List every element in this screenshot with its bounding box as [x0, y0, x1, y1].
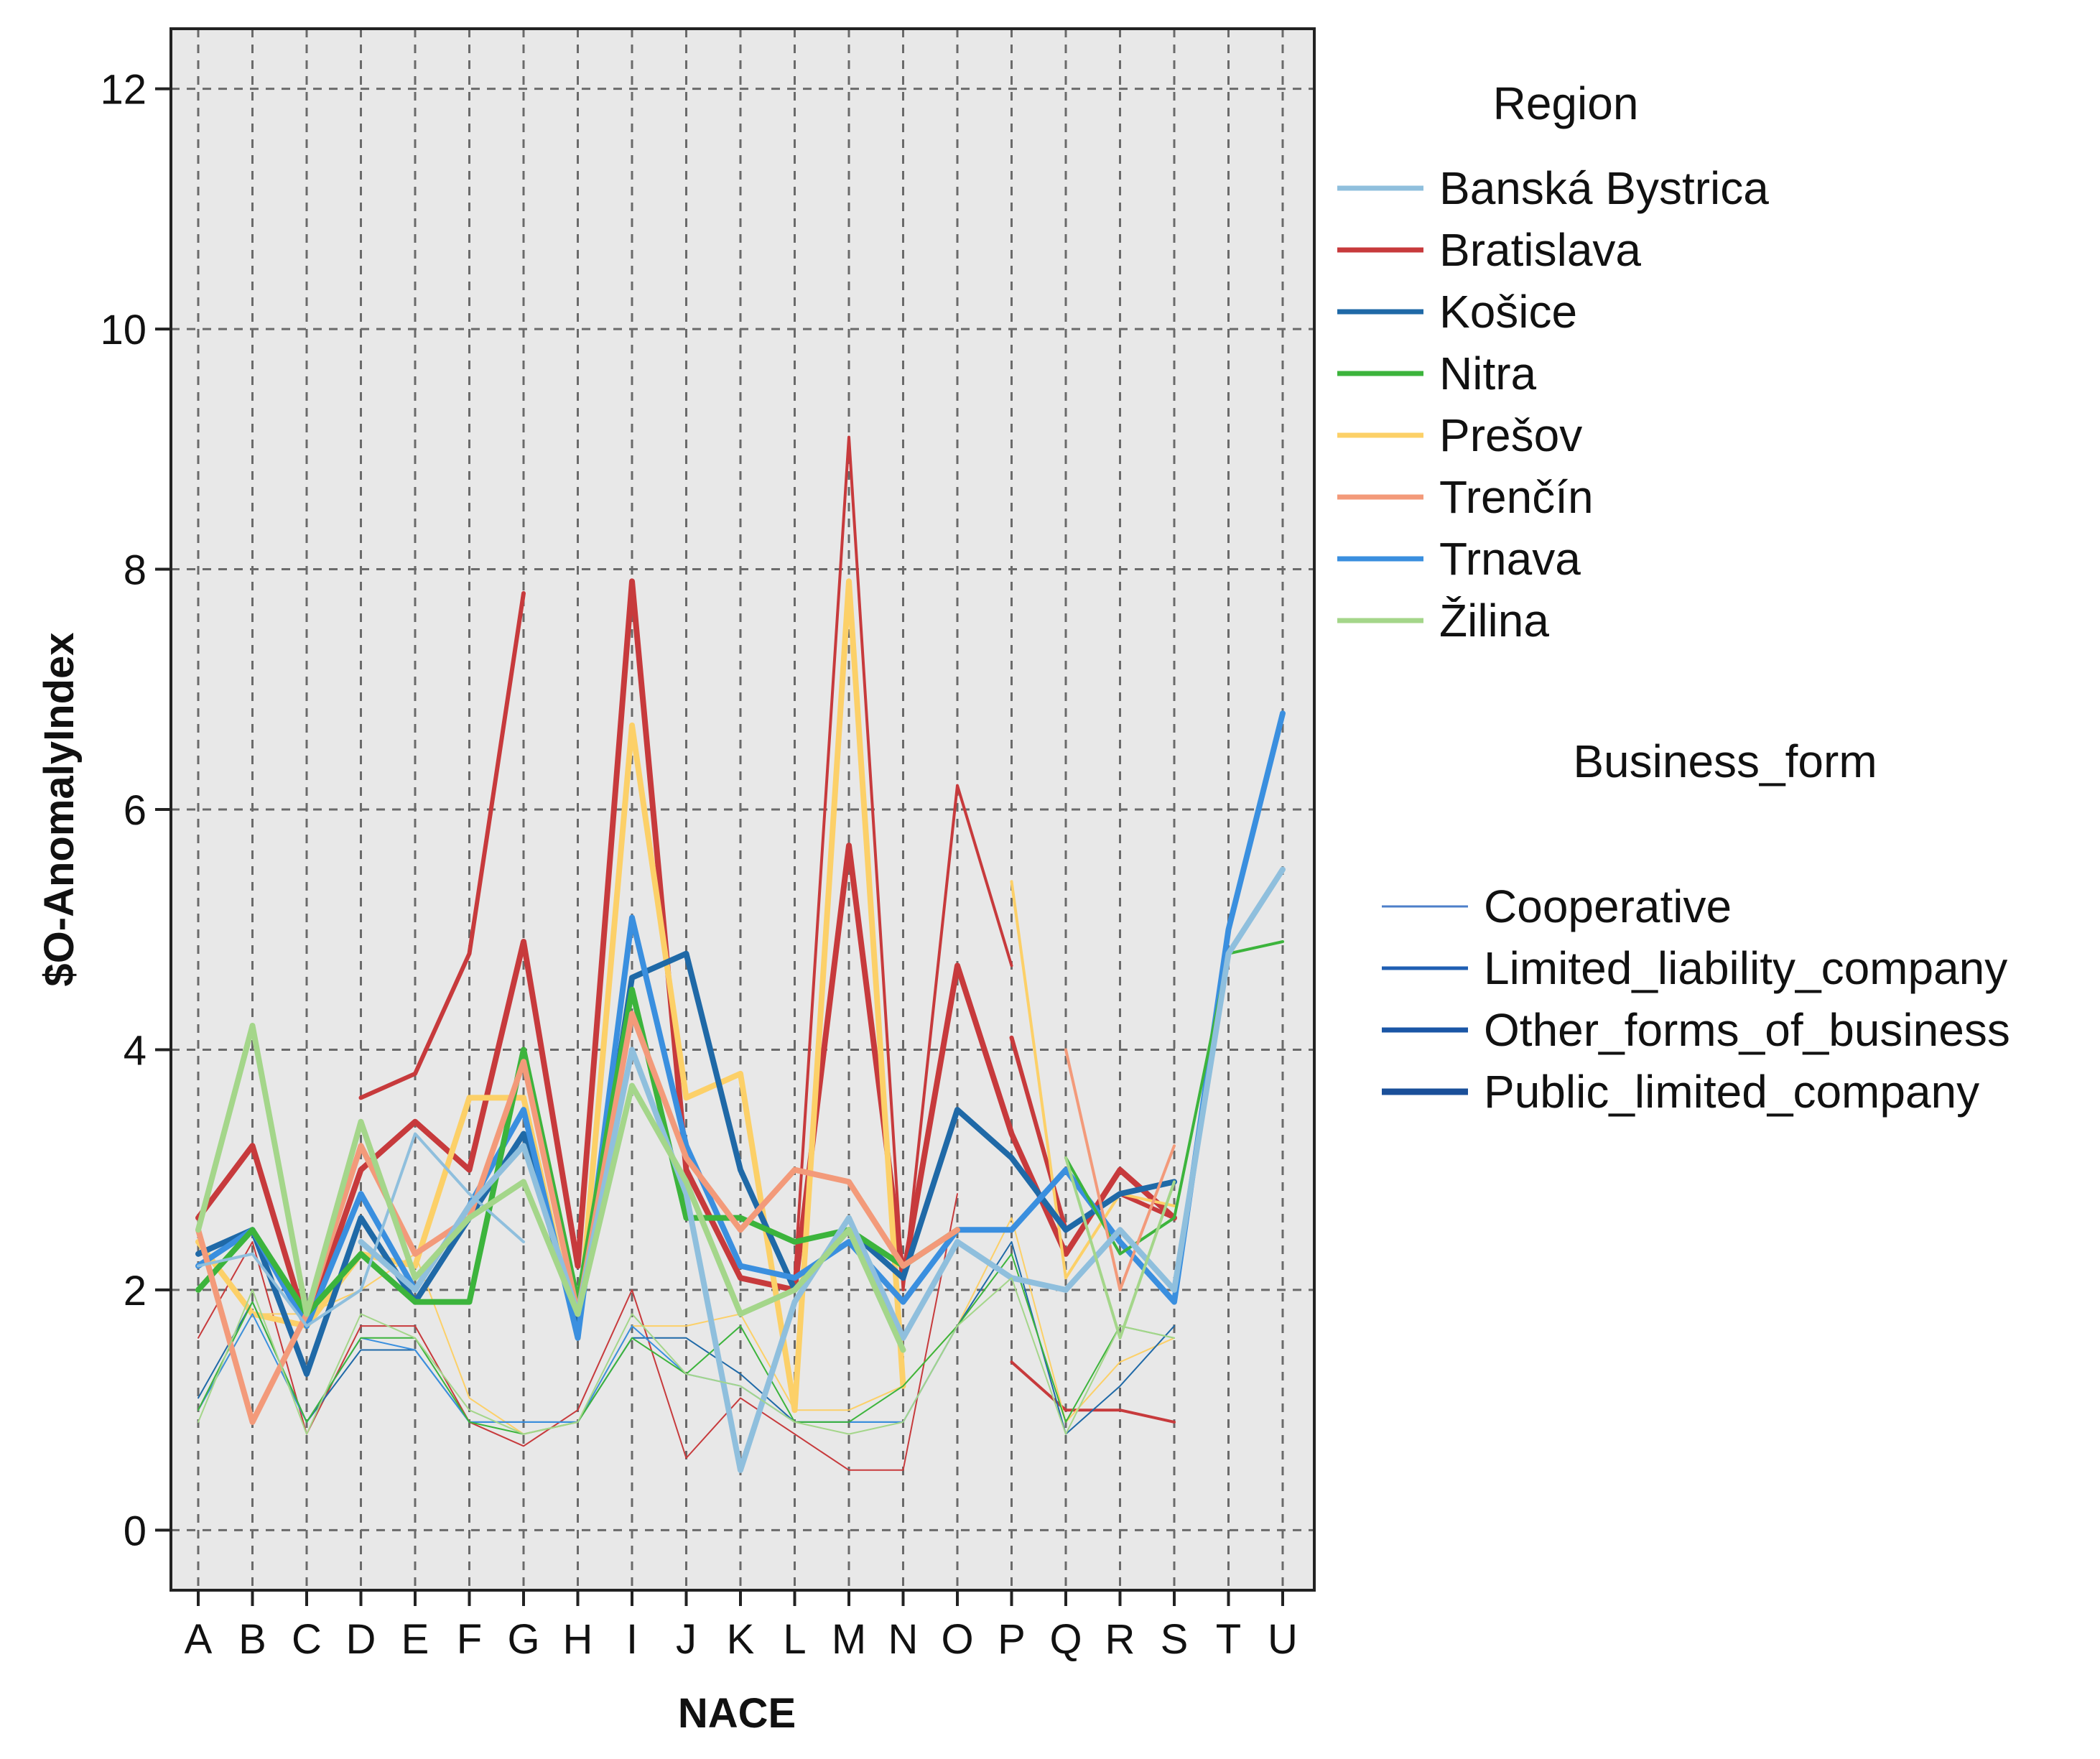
x-tick-label: Q: [1049, 1616, 1082, 1663]
legend-item: Limited_liability_company: [1484, 942, 2007, 994]
legend-title-business-form: Business_form: [1573, 735, 1877, 787]
x-tick-label: O: [941, 1616, 973, 1663]
x-tick-label: P: [998, 1616, 1026, 1663]
series-line: [198, 1277, 1175, 1435]
y-tick-label: 4: [124, 1027, 147, 1074]
series-line: [1064, 1156, 1176, 1340]
series-line: [195, 578, 1177, 1329]
x-tick-label: B: [238, 1616, 266, 1663]
series-layer: [195, 435, 1286, 1473]
x-tick-label: A: [185, 1616, 213, 1663]
y-tick-label: 0: [124, 1508, 147, 1554]
legend-item: Prešov: [1439, 409, 1582, 461]
legend-item: Bratislava: [1439, 224, 1641, 276]
x-tick-label: I: [626, 1616, 638, 1663]
series-line: [1010, 880, 1176, 1280]
x-tick-label: K: [727, 1616, 755, 1663]
x-tick-label: E: [401, 1616, 429, 1663]
series-line: [195, 1023, 906, 1353]
legend-item: Banská Bystrica: [1439, 162, 1769, 214]
x-tick-label: U: [1268, 1616, 1298, 1663]
y-tick-label: 2: [124, 1268, 147, 1314]
legend-item: Trnava: [1439, 533, 1581, 585]
series-line: [1064, 940, 1284, 1256]
series-line: [1064, 1048, 1176, 1291]
x-tick-label: C: [292, 1616, 322, 1663]
series-line: [358, 591, 526, 1100]
x-tick-label: R: [1105, 1616, 1135, 1663]
x-tick-label: T: [1216, 1616, 1241, 1663]
legend-item: Trenčín: [1439, 471, 1594, 523]
x-tick-label: L: [783, 1616, 806, 1663]
legend-item: Nitra: [1439, 348, 1537, 399]
series-line: [195, 710, 1286, 1341]
y-tick-label: 6: [124, 787, 147, 834]
x-tick-label: N: [888, 1616, 919, 1663]
series-line: [198, 1241, 1175, 1435]
legend: Region Banská Bystrica Bratislava Košice Nit…: [1337, 78, 2010, 1118]
y-axis-title: $O-AnomalyIndex: [36, 632, 83, 986]
legend-title-region: Region: [1493, 78, 1639, 129]
legend-item: Cooperative: [1484, 881, 1732, 932]
legend-item: Public_limited_company: [1484, 1066, 1979, 1118]
legend-item: Žilina: [1439, 595, 1549, 646]
y-axis: 0 2 4 6 8 10 12: [100, 67, 171, 1554]
x-tick-label: F: [457, 1616, 482, 1663]
legend-item: Košice: [1439, 286, 1577, 338]
x-tick-label: M: [832, 1616, 866, 1663]
series-line: [793, 435, 1013, 1291]
x-tick-label: D: [346, 1616, 376, 1663]
x-tick-label: S: [1161, 1616, 1189, 1663]
x-tick-label: G: [507, 1616, 539, 1663]
legend-item: Other_forms_of_business: [1484, 1004, 2010, 1056]
x-tick-label: H: [563, 1616, 593, 1663]
grid: [171, 29, 1314, 1590]
x-tick-label: J: [676, 1616, 697, 1663]
series-line: [197, 1132, 525, 1328]
y-tick-label: 12: [100, 67, 147, 113]
x-axis-title: NACE: [678, 1690, 796, 1737]
series-line: [195, 950, 1177, 1377]
y-tick-label: 8: [124, 547, 147, 594]
y-tick-label: 10: [100, 307, 147, 353]
